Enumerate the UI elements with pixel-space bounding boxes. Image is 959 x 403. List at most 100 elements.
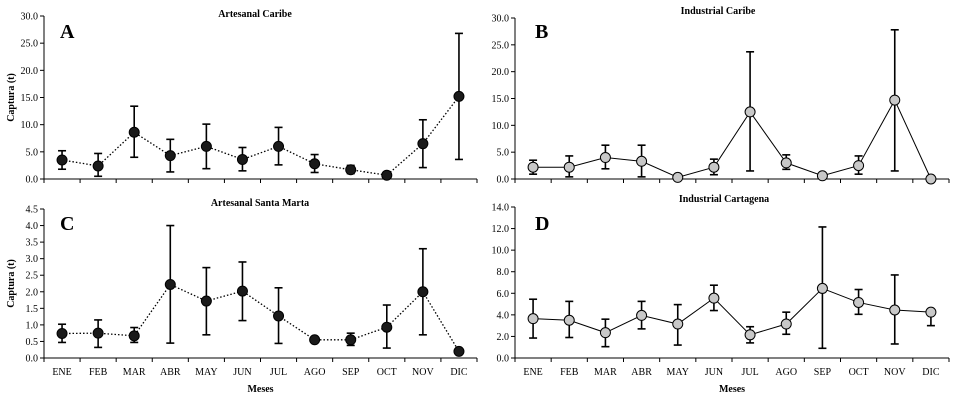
data-point <box>780 318 792 330</box>
chart-title: Industrial Cartagena <box>679 194 769 205</box>
data-point <box>345 334 357 346</box>
x-tick-label: JUN <box>705 367 723 378</box>
y-tick-label: 2.5 <box>26 271 39 282</box>
series-line <box>533 99 932 180</box>
data-point <box>128 126 140 138</box>
data-point <box>92 160 104 172</box>
data-point <box>309 334 321 346</box>
y-tick-label: 25.0 <box>492 40 510 51</box>
data-point <box>345 164 357 176</box>
x-axis-title: Meses <box>719 384 745 395</box>
x-tick-label: MAY <box>195 367 217 378</box>
data-point <box>744 106 756 118</box>
y-tick-label: 15.0 <box>21 93 39 104</box>
data-point <box>273 310 285 322</box>
x-tick-label: ABR <box>160 367 181 378</box>
data-point <box>417 286 429 298</box>
panel-letter: B <box>535 21 548 43</box>
data-point <box>56 327 68 339</box>
y-tick-label: 0.0 <box>497 354 510 365</box>
x-tick-label: MAR <box>123 367 146 378</box>
y-tick-label: 8.0 <box>497 267 510 278</box>
y-tick-label: 15.0 <box>492 94 510 105</box>
y-axis-title: Captura (t) <box>6 259 17 308</box>
data-point <box>925 173 937 185</box>
data-point <box>708 292 720 304</box>
data-point <box>236 153 248 165</box>
x-tick-label: JUL <box>270 367 287 378</box>
data-point <box>816 282 828 294</box>
y-axis-title: Captura (t) <box>6 73 17 122</box>
data-point <box>527 313 539 325</box>
data-point <box>236 285 248 297</box>
x-tick-label: NOV <box>884 367 906 378</box>
data-point <box>925 306 937 318</box>
data-point <box>92 327 104 339</box>
data-point <box>164 150 176 162</box>
data-point <box>599 327 611 339</box>
data-point <box>273 140 285 152</box>
y-tick-label: 10.0 <box>492 246 510 257</box>
x-tick-label: DIC <box>450 367 468 378</box>
y-tick-label: 30.0 <box>21 12 39 23</box>
data-point <box>853 296 865 308</box>
y-tick-label: 25.0 <box>21 39 39 50</box>
series-line <box>533 287 931 336</box>
y-tick-label: 14.0 <box>492 203 510 214</box>
y-tick-label: 0.0 <box>26 354 39 365</box>
y-tick-label: 12.0 <box>492 224 510 235</box>
x-axis-title: Meses <box>247 384 273 395</box>
panel-letter: D <box>535 213 549 235</box>
y-tick-label: 20.0 <box>21 66 39 77</box>
x-tick-label: NOV <box>412 367 434 378</box>
x-tick-label: JUN <box>233 367 251 378</box>
x-tick-label: AGO <box>775 367 797 378</box>
y-tick-label: 0.5 <box>26 337 39 348</box>
data-point <box>527 161 539 173</box>
x-tick-label: ABR <box>631 367 652 378</box>
y-tick-label: 20.0 <box>492 67 510 78</box>
chart-title: Artesanal Santa Marta <box>211 198 309 209</box>
x-tick-label: OCT <box>377 367 397 378</box>
data-point <box>708 161 720 173</box>
x-tick-label: JUL <box>741 367 758 378</box>
data-point <box>636 309 648 321</box>
panel-d: 0.0 2.0 4.0 6.0 8.0 10.0 12.0 14.0 ENE FEB MAR ABR M… <box>492 194 950 395</box>
y-tick-label: 2.0 <box>26 287 39 298</box>
data-point <box>381 169 393 181</box>
data-point <box>853 160 865 172</box>
x-tick-label: MAY <box>667 367 689 378</box>
data-point <box>563 314 575 326</box>
data-point <box>56 154 68 166</box>
y-tick-label: 0.0 <box>497 175 510 186</box>
y-tick-label: 0.0 <box>26 175 39 186</box>
data-point <box>599 152 611 164</box>
y-tick-label: 10.0 <box>21 120 39 131</box>
y-tick-label: 3.0 <box>26 254 39 265</box>
y-tick-label: 5.0 <box>497 148 510 159</box>
series-line <box>61 96 460 176</box>
y-tick-label: 6.0 <box>497 289 510 300</box>
data-point <box>453 345 465 357</box>
data-point <box>200 140 212 152</box>
x-tick-label: OCT <box>849 367 869 378</box>
data-point <box>453 90 465 102</box>
data-point <box>417 138 429 150</box>
y-tick-label: 4.5 <box>26 205 39 216</box>
data-point <box>816 170 828 182</box>
data-point <box>164 278 176 290</box>
y-tick-label: 10.0 <box>492 121 510 132</box>
x-tick-label: SEP <box>814 367 832 378</box>
data-point <box>889 304 901 316</box>
data-point <box>381 321 393 333</box>
data-point <box>780 157 792 169</box>
y-tick-label: 2.0 <box>497 332 510 343</box>
panel-letter: C <box>60 213 74 235</box>
y-tick-label: 1.5 <box>26 304 39 315</box>
data-point <box>889 94 901 106</box>
data-point <box>200 295 212 307</box>
x-tick-label: ENE <box>523 367 542 378</box>
y-tick-label: 4.0 <box>497 310 510 321</box>
x-tick-label: ENE <box>52 367 71 378</box>
